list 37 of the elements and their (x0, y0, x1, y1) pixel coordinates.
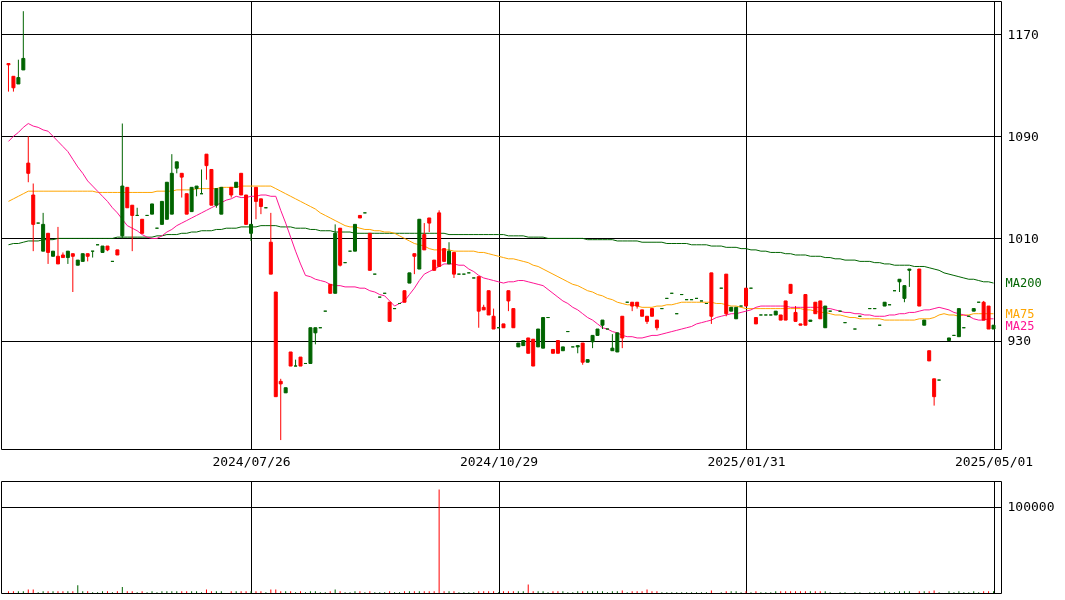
candlestick (16, 59, 21, 85)
candlestick (823, 305, 828, 329)
x-tick-label: 2024/10/29 (459, 453, 539, 469)
candlestick (21, 10, 26, 71)
y-tick-label: 1170 (1007, 26, 1039, 42)
y-tick-label: 1090 (1007, 128, 1039, 144)
x-tick-label: 2025/05/01 (954, 453, 1034, 469)
candlestick (204, 153, 209, 181)
candlestick (451, 251, 456, 279)
candlestick (6, 63, 11, 93)
candlestick (491, 308, 496, 330)
candlestick (447, 241, 452, 265)
line-series (7, 185, 995, 321)
candlestick (783, 300, 788, 321)
candlestick (422, 222, 427, 251)
candlestick (412, 253, 417, 275)
candlestick (511, 308, 516, 329)
candlestick (506, 290, 511, 312)
y-tick-label: 1010 (1007, 230, 1039, 246)
y-tick-label: 100000 (1007, 499, 1055, 515)
candlestick (387, 301, 392, 322)
line-series (7, 123, 995, 339)
candlestick (580, 342, 585, 366)
candlestick (932, 378, 937, 407)
candlestick (70, 253, 75, 293)
x-tick-label: 2024/07/26 (212, 453, 291, 469)
candlestick (26, 135, 31, 183)
x-tick-label: 2025/01/31 (707, 453, 786, 469)
series-label: MA25 (1005, 318, 1035, 333)
candlestick (65, 250, 70, 265)
candlestick (620, 315, 625, 349)
candlestick (46, 232, 51, 265)
candlestick (184, 193, 189, 215)
candlestick (179, 172, 184, 199)
y-tick-label: 930 (1007, 333, 1031, 349)
series-label: MA200 (1005, 276, 1042, 291)
series-label: MA75 (1005, 306, 1035, 321)
